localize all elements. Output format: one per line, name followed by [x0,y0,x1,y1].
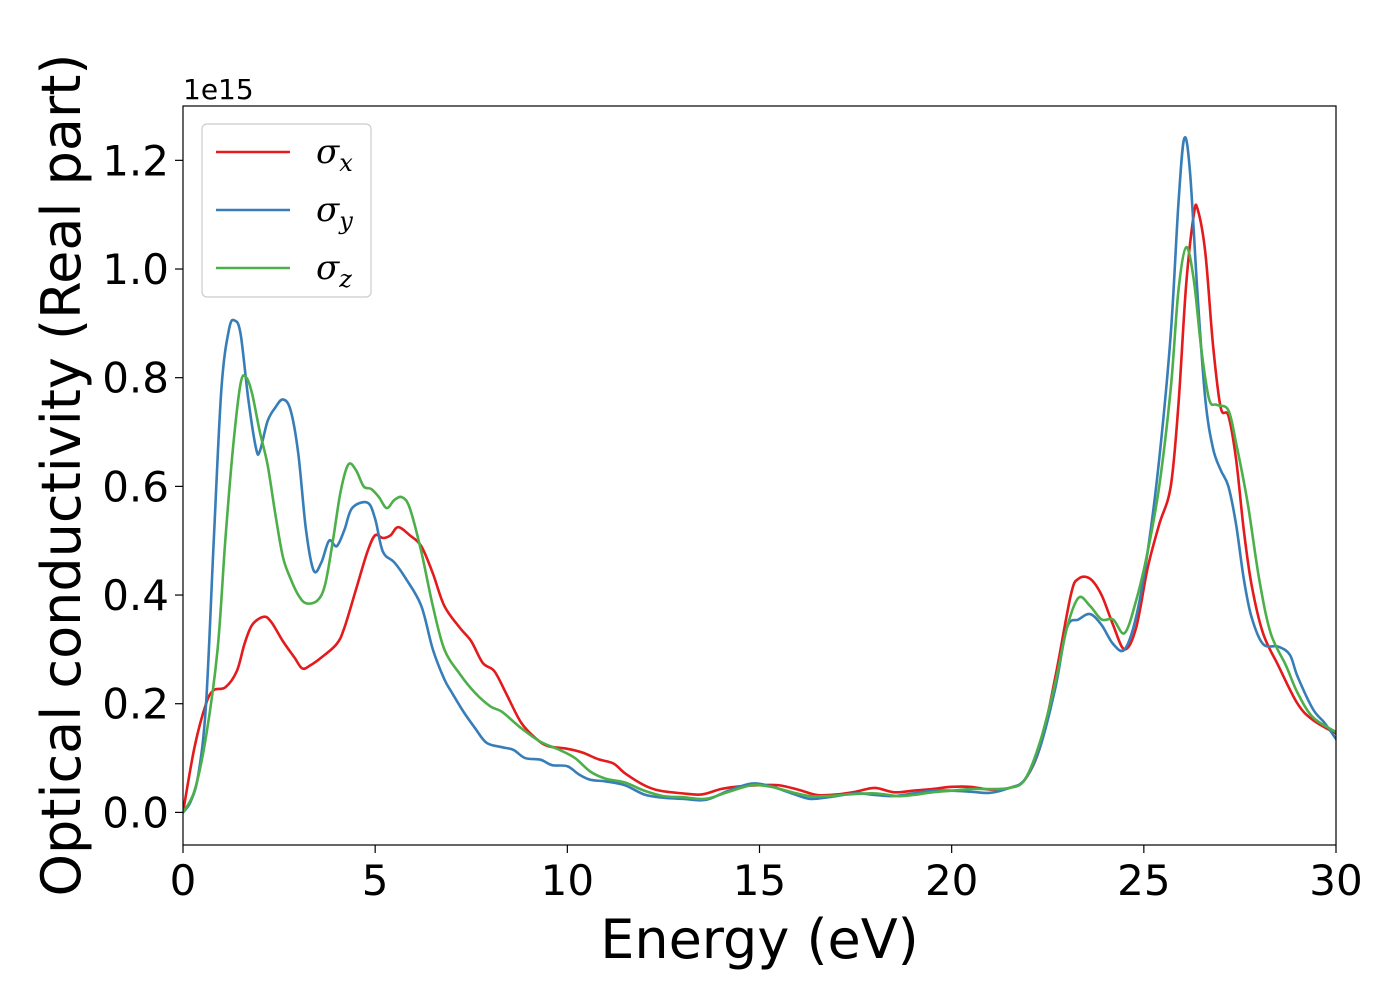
x-tick-label: 10 [541,856,594,905]
x-tick-label: 15 [733,856,786,905]
y-tick-label: 0.4 [102,571,169,620]
x-tick-label: 30 [1309,856,1362,905]
plot-area [182,105,1337,846]
legend-label-y: σy [316,190,353,235]
series-line-x [183,203,1336,814]
x-tick-label: 5 [362,856,389,905]
y-tick-label: 0.8 [102,354,169,403]
legend: σx σy σz [201,123,372,298]
x-tick-label: 20 [925,856,978,905]
y-tick-label: 1.0 [102,245,169,294]
y-tick-label: 0.6 [102,462,169,511]
x-tick-label: 0 [170,856,197,905]
y-offset-text: 1e15 [183,73,254,106]
x-axis-ticks: 0 5 10 15 20 25 30 [170,845,1363,905]
legend-label-x: σx [316,132,353,177]
x-axis-title: Energy (eV) [600,908,919,971]
y-axis-ticks: 0.0 0.2 0.4 0.6 0.8 1.0 1.2 [102,136,183,837]
y-tick-label: 0.2 [102,680,169,729]
y-tick-label: 1.2 [102,136,169,185]
y-tick-label: 0.0 [102,788,169,837]
y-axis-title: Optical conductivity (Real part) [30,54,93,897]
x-tick-label: 25 [1117,856,1170,905]
series-layer [183,136,1336,814]
series-line-y [183,136,1336,814]
series-line-z [183,245,1336,814]
legend-label-z: σz [316,248,352,293]
